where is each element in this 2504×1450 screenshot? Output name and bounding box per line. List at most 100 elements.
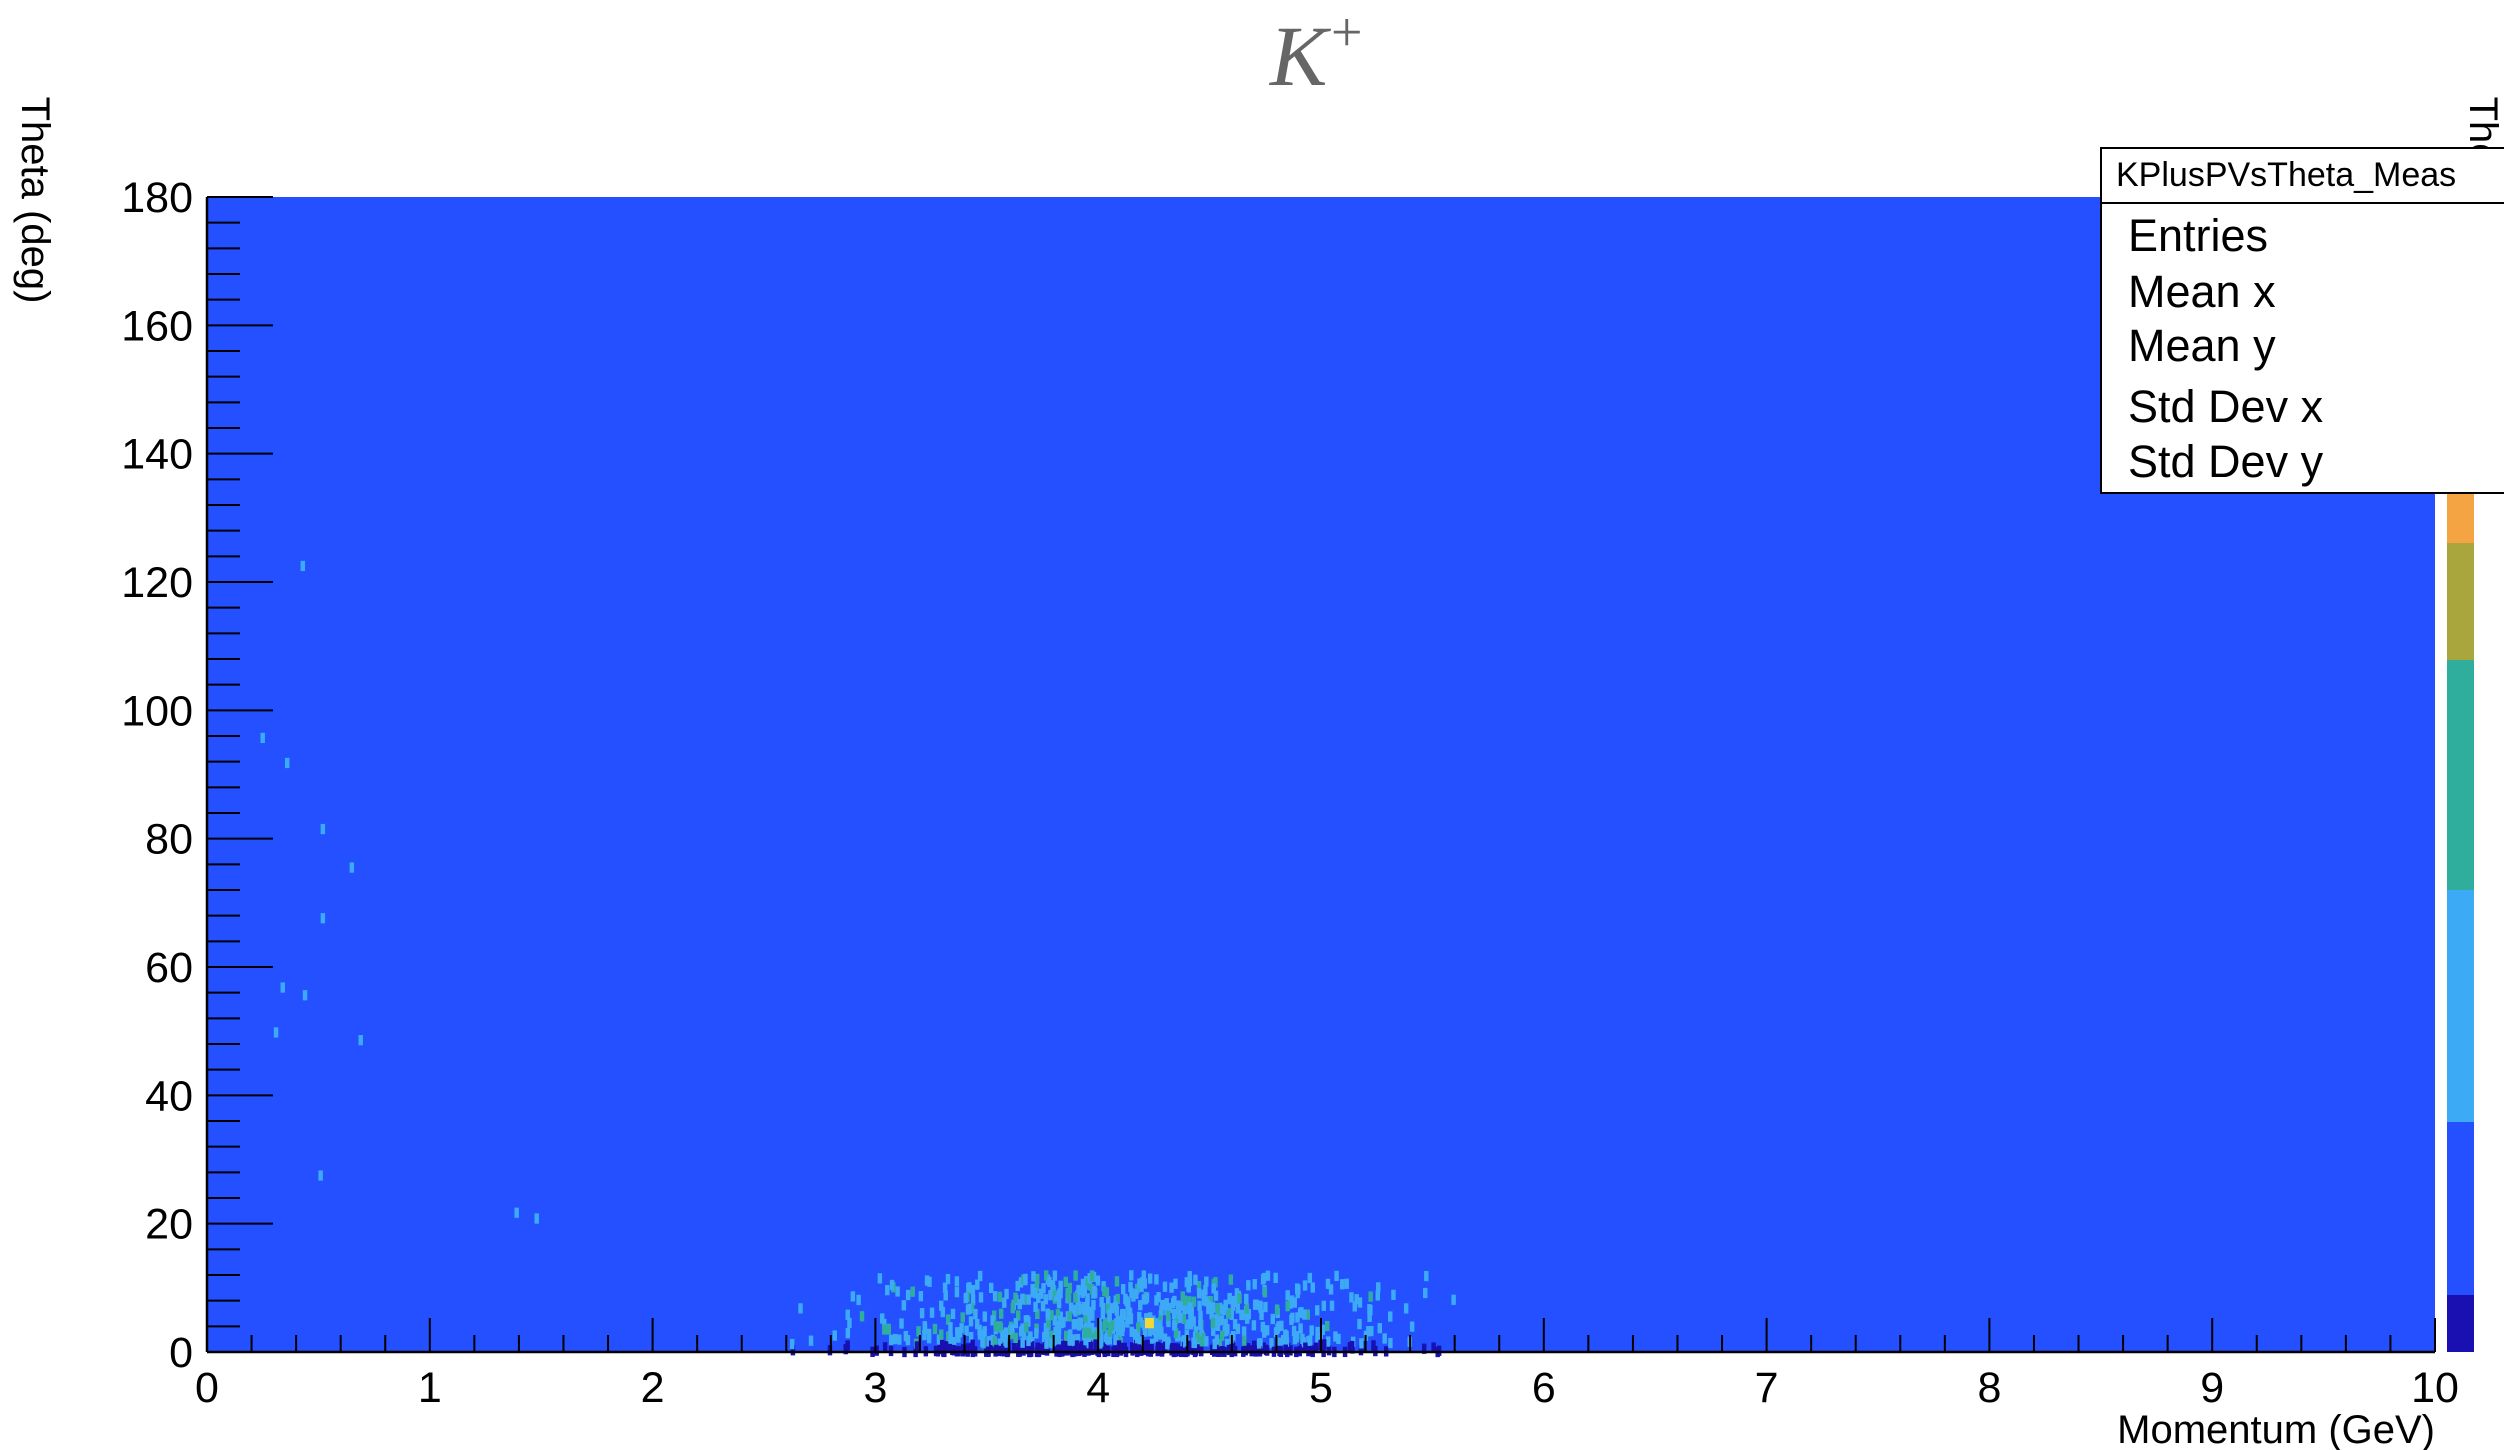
heatmap-cell-band-667 xyxy=(1026,1343,1031,1354)
heatmap-cell-band-841 xyxy=(1047,1276,1052,1287)
heatmap-cell-band-814 xyxy=(1038,1343,1043,1354)
heatmap-cell-band-759 xyxy=(1164,1298,1169,1309)
heatmap-cell-band-800 xyxy=(1366,1326,1371,1337)
heatmap-cell-band-702 xyxy=(1367,1311,1372,1323)
x-axis-title: Momentum (GeV) xyxy=(2117,1408,2435,1450)
heatmap-cell-band-69 xyxy=(1382,1333,1387,1344)
heatmap-cell-band-692 xyxy=(1191,1316,1196,1327)
heatmap-cell-band-795 xyxy=(1026,1335,1031,1347)
heatmap-cell-band-669 xyxy=(1071,1319,1077,1330)
heatmap-cell-band-439 xyxy=(1138,1300,1143,1311)
heatmap-cell-band-653 xyxy=(859,1311,865,1322)
heatmap-cell-band-774 xyxy=(1023,1341,1028,1352)
heatmap-cell-band-396 xyxy=(1215,1320,1221,1331)
heatmap-cell-band-833 xyxy=(1125,1317,1130,1328)
heatmap-cell-band-126 xyxy=(1013,1317,1019,1329)
heatmap-cell-band-615 xyxy=(1100,1302,1106,1314)
heatmap-cell-band-898 xyxy=(1197,1300,1202,1311)
heatmap-cell-band-167 xyxy=(845,1327,851,1339)
heatmap-cell-band-715 xyxy=(1093,1340,1098,1351)
heatmap-cell-band-784 xyxy=(1349,1292,1354,1303)
heatmap-cell-band-564 xyxy=(1290,1312,1295,1323)
heatmap-cell-band-725 xyxy=(1211,1283,1216,1294)
heatmap-cell-band-314 xyxy=(1040,1344,1045,1355)
heatmap-cell-band-877 xyxy=(1068,1329,1073,1340)
heatmap-cell-band-495 xyxy=(1041,1283,1046,1294)
heatmap-cell-band-403 xyxy=(895,1286,900,1297)
heatmap-cell-band-879 xyxy=(1118,1343,1124,1354)
heatmap-cell-band-764 xyxy=(1074,1340,1080,1351)
heatmap-cell-band-808 xyxy=(945,1273,951,1285)
heatmap-cell-band-221 xyxy=(1292,1334,1298,1345)
heatmap-cell-band-454 xyxy=(1173,1327,1179,1339)
heatmap-cell-band-618 xyxy=(1102,1321,1107,1332)
heatmap-cell-band-734 xyxy=(1182,1337,1188,1348)
heatmap-cell-band-103 xyxy=(1128,1281,1133,1293)
heatmap-cell-band-289 xyxy=(1265,1270,1271,1281)
heatmap-cell-band-92 xyxy=(956,1332,961,1343)
heatmap-cell-band-710 xyxy=(1181,1313,1187,1325)
heatmap-cell-band-34 xyxy=(1076,1284,1081,1296)
stats-row-mean-x: Mean x xyxy=(2128,266,2276,317)
heatmap-cell-band-343 xyxy=(1118,1319,1123,1330)
heatmap-cell-band-703 xyxy=(1275,1323,1280,1334)
heatmap-cell-sparse-4 xyxy=(349,862,355,873)
heatmap-cell-band-372 xyxy=(954,1287,960,1298)
heatmap-cell-band-847 xyxy=(1195,1331,1200,1343)
heatmap-cell-band-440 xyxy=(1010,1303,1016,1314)
heatmap-cell-band-58 xyxy=(1201,1295,1207,1306)
heatmap-cell-band-213 xyxy=(1129,1326,1134,1337)
heatmap-cell-band-624 xyxy=(1162,1341,1168,1352)
heatmap-cell-band-754 xyxy=(959,1323,964,1334)
heatmap-cell-band-783 xyxy=(1057,1288,1062,1299)
color-scale-band-4 xyxy=(2447,543,2474,660)
heatmap-cell-band-756 xyxy=(1153,1318,1159,1329)
heatmap-cell-band-875 xyxy=(1020,1293,1025,1304)
heatmap-cell-band-869 xyxy=(963,1344,969,1356)
heatmap-cell-band-8 xyxy=(1276,1337,1282,1348)
heatmap-cell-band-719 xyxy=(1020,1323,1025,1334)
heatmap-cell-band-29 xyxy=(1298,1323,1303,1334)
heatmap-cell-band-579 xyxy=(1262,1287,1268,1298)
heatmap-cell-band-119 xyxy=(1015,1310,1021,1321)
heatmap-cell-band-758 xyxy=(1120,1321,1126,1332)
x-tick-label: 5 xyxy=(1309,1364,1333,1412)
heatmap-cell-band-873 xyxy=(1230,1343,1236,1354)
y-axis-title: Theta (deg) xyxy=(13,97,57,304)
heatmap-cell-band-801 xyxy=(1128,1313,1133,1325)
heatmap-cell-band-684 xyxy=(1123,1293,1128,1305)
heatmap-cell-band-555 xyxy=(1204,1336,1209,1347)
heatmap-cell-band-844 xyxy=(1210,1317,1216,1329)
heatmap-cell-band-807 xyxy=(926,1328,932,1340)
color-scale-band-5 xyxy=(2447,493,2474,543)
heatmap-cell-band-115 xyxy=(1035,1308,1040,1320)
heatmap-cell-band-556 xyxy=(1320,1324,1325,1335)
heatmap-cell-band-834 xyxy=(1054,1320,1060,1331)
heatmap-cell-band-185 xyxy=(1333,1331,1338,1342)
heatmap-cell-band-261 xyxy=(1154,1274,1159,1285)
heatmap-cell-band-295 xyxy=(1033,1301,1038,1313)
heatmap-cell-band-793 xyxy=(1061,1317,1066,1328)
heatmap-cell-band-870 xyxy=(1132,1343,1138,1354)
heatmap-cell-band-488 xyxy=(1391,1289,1396,1300)
heatmap-cell-band-125 xyxy=(1371,1340,1376,1351)
heatmap-cell-band-746 xyxy=(1024,1322,1029,1333)
heatmap-cell-band-517 xyxy=(1196,1339,1201,1351)
heatmap-cell-band-708 xyxy=(1186,1302,1192,1313)
heatmap-cell-band-621 xyxy=(882,1318,887,1330)
heatmap-cell-band-732 xyxy=(1091,1288,1097,1299)
heatmap-cell-band-515 xyxy=(1063,1276,1069,1287)
heatmap-cell-band-810 xyxy=(1310,1282,1316,1293)
heatmap-cell-band-138 xyxy=(1403,1303,1409,1314)
heatmap-cell-band-685 xyxy=(1211,1325,1216,1336)
heatmap-cell-band-680 xyxy=(1082,1304,1087,1315)
heatmap-cell-band-230 xyxy=(790,1345,796,1356)
stats-row-mean-y: Mean y xyxy=(2128,320,2276,371)
heatmap-cell-band-788 xyxy=(1359,1338,1364,1349)
heatmap-cell-band-802 xyxy=(919,1308,925,1319)
heatmap-cell-band-849 xyxy=(1114,1276,1120,1287)
heatmap-cell-band-539 xyxy=(1252,1345,1257,1356)
heatmap-cell-band-668 xyxy=(1044,1338,1049,1349)
heatmap-cell-band-19 xyxy=(1055,1309,1061,1320)
heatmap-cell-band-428 xyxy=(954,1276,960,1287)
